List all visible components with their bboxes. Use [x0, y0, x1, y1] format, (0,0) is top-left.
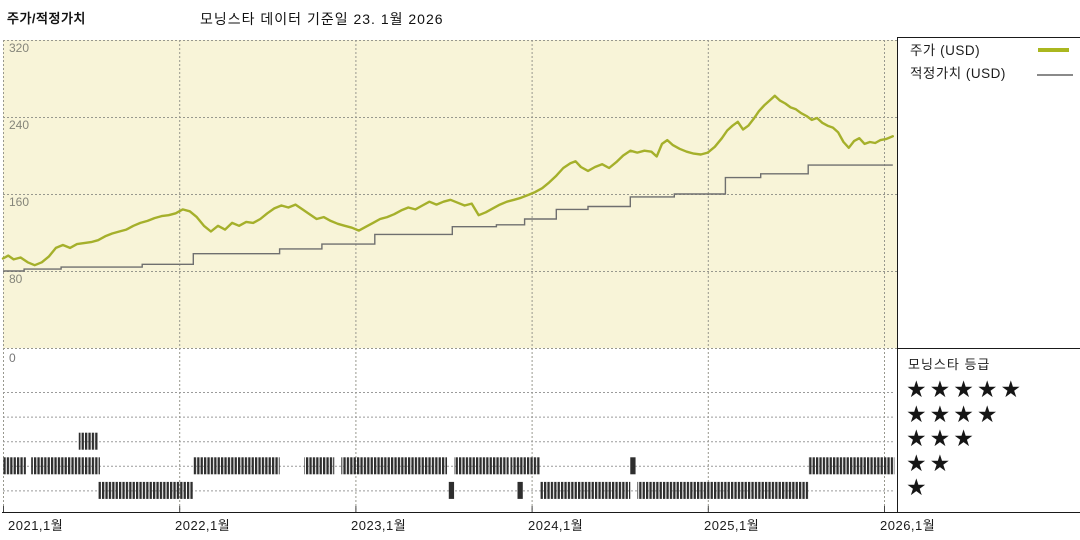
five-star-row-label: ★★★★★: [906, 377, 1025, 403]
x-tick-2023: 2023,1월: [351, 518, 407, 533]
legend-fair-value-line-swatch: [1037, 74, 1073, 76]
legend-price-label: 주가 (USD): [910, 43, 981, 58]
star-rating-rows: ★★★★★ ★★★★ ★★★ ★★ ★: [906, 378, 1024, 501]
legend-fair-value-label: 적정가치 (USD): [910, 66, 1006, 81]
y-tick-160: 160: [9, 195, 30, 209]
one-star-row-label: ★: [906, 475, 930, 502]
x-tick-2024: 2024,1월: [528, 518, 584, 533]
x-tick-2022: 2022,1월: [175, 518, 231, 533]
y-tick-320: 320: [9, 41, 30, 55]
x-tick-2021: 2021,1월: [8, 518, 64, 533]
three-star-row-label: ★★★: [906, 426, 977, 453]
morningstar-rating-title: 모닝스타 등급: [908, 357, 991, 372]
x-tick-2026: 2026,1월: [880, 518, 936, 533]
chart-title: 주가/적정가치: [7, 11, 86, 26]
four-star-row-label: ★★★★: [906, 401, 1001, 428]
x-tick-2025: 2025,1월: [704, 518, 760, 533]
legend-price-line-swatch: [1038, 48, 1069, 52]
y-tick-80: 80: [9, 272, 23, 286]
two-star-row-label: ★★: [906, 450, 954, 477]
y-tick-240: 240: [9, 118, 30, 132]
data-as-of-label: 모닝스타 데이터 기준일 23. 1월 2026: [200, 11, 444, 27]
y-tick-0: 0: [9, 351, 16, 365]
